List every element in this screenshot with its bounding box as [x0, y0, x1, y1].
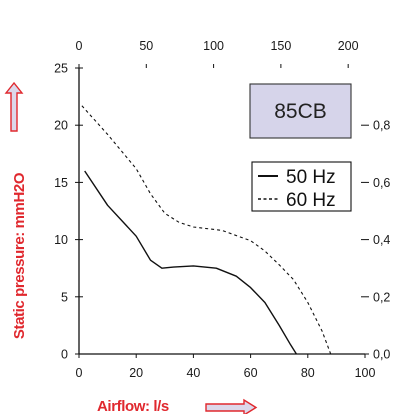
y-right-tick-label: 0,0: [373, 348, 390, 362]
arrow-right-icon: [205, 398, 258, 414]
x-top-tick-label: 50: [139, 39, 153, 53]
legend-label-60hz: 60 Hz: [286, 190, 336, 211]
y-left-tick-label: 0: [61, 348, 68, 362]
y-right-tick-label: 0,8: [373, 119, 390, 133]
y-axis-title-group: Static pressure: mmH2O: [4, 81, 28, 339]
x-top-tick-label: 100: [203, 39, 224, 53]
legend-frame: [251, 161, 352, 212]
model-label-background: [249, 83, 352, 139]
x-axis-title: Airflow: l/s: [97, 398, 169, 414]
y-right-tick-label: 0,4: [373, 233, 390, 247]
x-bottom-tick-label: 100: [355, 366, 376, 380]
x-top-tick-label: 150: [270, 39, 291, 53]
x-bottom-tick-label: 80: [301, 366, 315, 380]
x-bottom-tick-label: 60: [244, 366, 258, 380]
y-left-tick-label: 15: [54, 176, 68, 190]
right-axis-ticks: 0,0 0,2 0,4 0,6 0,8: [361, 119, 390, 362]
model-label: 85CB: [274, 100, 327, 123]
top-axis-ticks: 0 50 100 150 200: [76, 39, 359, 68]
x-axis-title-group: Airflow: l/s: [97, 398, 258, 414]
y-right-tick-label: 0,6: [373, 176, 390, 190]
x-top-tick-label: 0: [76, 39, 83, 53]
y-left-tick-label: 5: [61, 290, 68, 304]
series-line-60hz: [81, 105, 332, 355]
series-line-50hz: [84, 170, 297, 355]
x-top-tick-label: 200: [338, 39, 359, 53]
y-axis-title: Static pressure: mmH2O: [11, 172, 28, 339]
y-left-tick-label: 25: [54, 62, 68, 76]
y-left-tick-label: 20: [54, 119, 68, 133]
legend-label-50hz: 50 Hz: [286, 167, 336, 188]
left-axis-ticks: 0 5 10 15 20 25: [54, 62, 83, 362]
model-label-box: 85CB: [249, 83, 352, 139]
x-bottom-tick-label: 0: [76, 366, 83, 380]
arrow-up-icon: [4, 81, 24, 132]
series-layer: [81, 105, 332, 355]
y-right-tick-label: 0,2: [373, 290, 390, 304]
x-bottom-tick-label: 40: [186, 366, 200, 380]
x-bottom-tick-label: 20: [129, 366, 143, 380]
legend: 50 Hz 60 Hz: [251, 161, 352, 212]
y-left-tick-label: 10: [54, 233, 68, 247]
bottom-axis-ticks: 0 20 40 60 80 100: [76, 354, 376, 380]
